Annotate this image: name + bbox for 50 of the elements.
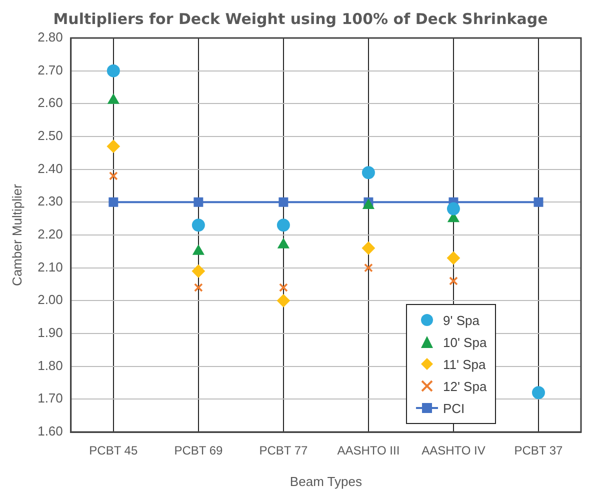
x-tick-label: AASHTO IV bbox=[422, 444, 486, 458]
point bbox=[532, 386, 545, 400]
legend-label: 11' Spa bbox=[443, 356, 486, 372]
point bbox=[106, 140, 120, 153]
x-tick-label: PCBT 77 bbox=[259, 444, 308, 458]
legend-label: 9' Spa bbox=[443, 312, 480, 328]
y-tick-label: 2.70 bbox=[38, 62, 63, 78]
point bbox=[446, 251, 460, 264]
y-tick-label: 2.80 bbox=[38, 30, 63, 45]
point bbox=[276, 218, 290, 232]
point bbox=[192, 264, 205, 278]
point bbox=[534, 197, 544, 207]
point bbox=[278, 238, 290, 248]
point bbox=[106, 64, 120, 78]
point bbox=[194, 283, 203, 292]
x-tick-label: PCBT 69 bbox=[174, 444, 223, 458]
y-tick-label: 2.00 bbox=[38, 292, 63, 308]
point bbox=[108, 94, 120, 104]
legend-label: 12' Spa bbox=[443, 378, 487, 394]
point bbox=[108, 171, 118, 180]
y-axis-title: Camber Multiplier bbox=[9, 183, 24, 286]
y-tick-label: 1.80 bbox=[38, 358, 63, 373]
point bbox=[279, 283, 288, 292]
point bbox=[449, 276, 458, 286]
x-tick-label: PCBT 45 bbox=[89, 444, 138, 458]
y-tick-label: 2.40 bbox=[38, 160, 63, 176]
y-tick-label: 2.10 bbox=[38, 259, 63, 274]
legend-label: 10' Spa bbox=[443, 334, 487, 350]
x-tick-label: PCBT 37 bbox=[514, 444, 564, 458]
x-tick-label: AASHTO III bbox=[337, 444, 400, 458]
point bbox=[276, 294, 290, 308]
x-axis-title: Beam Types bbox=[290, 474, 362, 489]
point bbox=[364, 263, 373, 272]
y-tick-label: 2.30 bbox=[38, 194, 63, 209]
y-tick-label: 1.70 bbox=[38, 390, 63, 406]
y-tick-label: 2.50 bbox=[38, 128, 63, 144]
point bbox=[194, 197, 204, 207]
point bbox=[362, 242, 375, 255]
point bbox=[108, 197, 118, 207]
y-tick-label: 1.60 bbox=[38, 424, 63, 439]
point bbox=[278, 197, 288, 207]
chart-title: Multipliers for Deck Weight using 100% of Deck Shrinkage bbox=[52, 10, 549, 28]
point bbox=[446, 202, 460, 216]
y-tick-label: 2.60 bbox=[38, 95, 63, 110]
point bbox=[192, 244, 204, 255]
point bbox=[192, 218, 205, 232]
legend-label: PCI bbox=[443, 400, 465, 416]
point bbox=[362, 166, 375, 180]
y-tick-label: 1.90 bbox=[38, 325, 63, 340]
y-tick-label: 2.20 bbox=[38, 226, 63, 242]
